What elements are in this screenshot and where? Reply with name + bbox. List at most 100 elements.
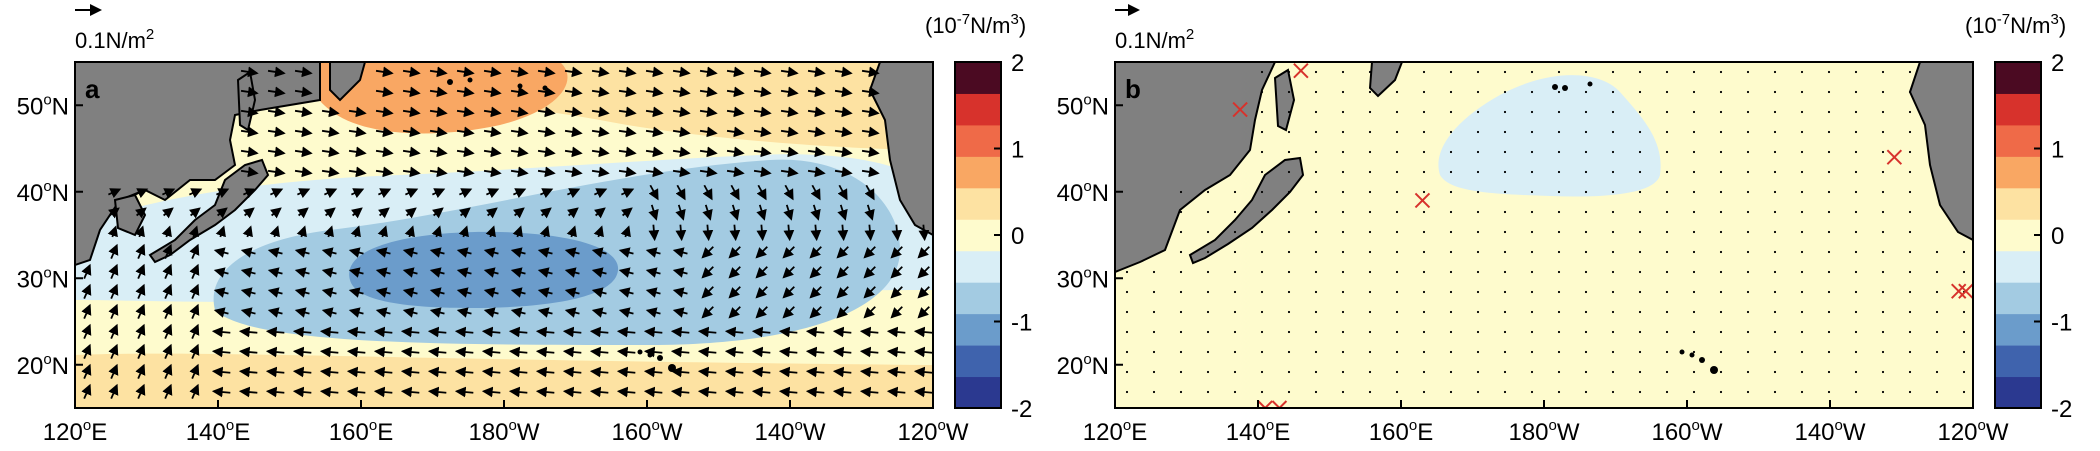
x-tick-label: 180oW — [1508, 417, 1579, 446]
wind-vector — [1206, 250, 1210, 254]
panel-a-japan — [148, 158, 270, 264]
wind-vector — [783, 204, 794, 221]
wind-vector — [456, 86, 475, 98]
wind-vector — [1287, 390, 1291, 394]
wind-vector — [1368, 170, 1372, 174]
wind-vector — [1584, 230, 1588, 234]
wind-vector — [1854, 270, 1858, 274]
wind-vector — [1287, 130, 1291, 134]
wind-vector — [1530, 110, 1534, 114]
wind-vector — [1314, 310, 1318, 314]
wind-vector — [859, 326, 879, 338]
wind-vector — [537, 86, 556, 98]
x-tick-label: 160oW — [1651, 417, 1722, 446]
wind-vector — [1368, 230, 1372, 234]
wind-vector — [672, 66, 691, 78]
wind-vector — [1422, 250, 1426, 254]
wind-vector — [1449, 90, 1453, 94]
wind-vector — [886, 346, 906, 358]
wind-vector — [1503, 190, 1507, 194]
wind-vector — [134, 225, 145, 238]
significance-marker — [1886, 149, 1903, 165]
wind-vector — [1746, 370, 1750, 374]
wind-vector — [1314, 190, 1318, 194]
wind-vector — [1395, 270, 1399, 274]
wind-vector — [564, 86, 583, 98]
wind-vector — [1449, 350, 1453, 354]
wind-vector — [1422, 130, 1426, 134]
wind-vector — [1584, 290, 1588, 294]
wind-vector — [753, 86, 772, 98]
wind-vector — [1935, 350, 1939, 354]
wind-vector — [1908, 190, 1912, 194]
colorbar-tick-label: 0 — [1011, 223, 1024, 250]
wind-vector — [701, 306, 714, 319]
wind-vector — [1476, 130, 1480, 134]
wind-vector — [1503, 310, 1507, 314]
wind-vector — [618, 307, 634, 318]
wind-vector — [1341, 350, 1345, 354]
wind-vector — [699, 66, 718, 78]
wind-vector — [1638, 250, 1642, 254]
wind-vector — [1341, 170, 1345, 174]
wind-vector — [135, 188, 149, 199]
wind-vector — [456, 247, 472, 258]
wind-vector — [1665, 210, 1669, 214]
wind-vector — [1260, 90, 1264, 94]
wind-vector — [593, 225, 604, 238]
wind-vector — [697, 346, 717, 358]
wind-vector — [594, 188, 608, 199]
wind-vector — [1557, 90, 1561, 94]
wind-vector — [1395, 150, 1399, 154]
wind-vector — [1908, 90, 1912, 94]
wind-vector — [1557, 290, 1561, 294]
wind-vector — [1314, 110, 1318, 114]
x-tick-label: 180oW — [468, 417, 539, 446]
wind-vector — [1341, 230, 1345, 234]
wind-vector — [859, 346, 879, 358]
wind-vector — [1881, 130, 1885, 134]
wind-vector — [1314, 370, 1318, 374]
wind-vector — [1908, 110, 1912, 114]
wind-vector — [508, 346, 528, 358]
wind-vector — [566, 225, 577, 238]
wind-vector — [1881, 150, 1885, 154]
wind-vector — [1638, 190, 1642, 194]
wind-vector — [780, 66, 799, 78]
wind-vector — [1962, 390, 1966, 394]
wind-vector — [616, 326, 636, 338]
wind-vector — [591, 146, 610, 158]
wind-vector — [1449, 330, 1453, 334]
wind-vector — [510, 86, 529, 98]
wind-vector — [429, 66, 448, 78]
wind-vector — [724, 326, 744, 338]
wind-vector — [594, 207, 606, 219]
wind-vector — [1530, 90, 1534, 94]
wind-vector — [834, 126, 853, 138]
wind-vector — [189, 207, 201, 219]
wind-vector — [1611, 330, 1615, 334]
wind-vector — [375, 86, 394, 98]
wind-vector — [1476, 190, 1480, 194]
wind-vector — [162, 263, 173, 279]
wind-vector — [1260, 170, 1264, 174]
wind-vector — [1881, 170, 1885, 174]
wind-vector — [886, 326, 906, 338]
wind-vector — [670, 346, 690, 358]
wind-vector — [375, 166, 394, 178]
wind-vector — [1395, 310, 1399, 314]
wind-vector — [1692, 190, 1696, 194]
wind-vector — [1179, 270, 1183, 274]
wind-vector — [537, 267, 553, 278]
wind-vector — [670, 326, 690, 338]
wind-vector — [351, 188, 365, 199]
wind-vector — [429, 247, 445, 258]
wind-vector — [1179, 190, 1183, 194]
wind-vector — [1584, 210, 1588, 214]
wind-vector — [890, 306, 903, 319]
wind-vector — [1854, 210, 1858, 214]
wind-vector — [294, 146, 313, 158]
wind-vector — [238, 386, 258, 398]
panel-b-wind-vectors — [1125, 70, 1966, 394]
wind-vector — [1881, 110, 1885, 114]
